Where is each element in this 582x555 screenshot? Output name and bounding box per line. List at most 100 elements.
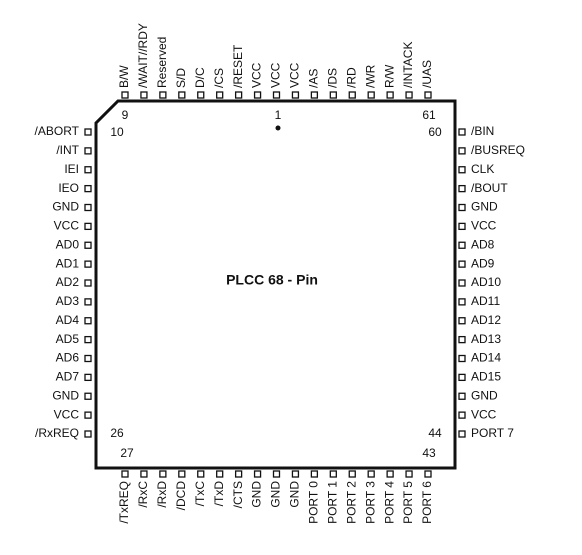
pin bbox=[272, 91, 281, 99]
pin-label: VCC bbox=[54, 407, 80, 421]
pin-label: Reserved bbox=[155, 37, 169, 88]
pin-label: AD7 bbox=[56, 370, 80, 384]
pin-label: /BOUT bbox=[471, 181, 508, 195]
pin-label: D/C bbox=[193, 67, 207, 88]
pin bbox=[367, 470, 375, 478]
pin bbox=[458, 430, 466, 438]
pin-label: /CTS bbox=[231, 481, 245, 508]
pin bbox=[348, 91, 356, 99]
pin bbox=[253, 91, 262, 99]
pin-label: IEI bbox=[64, 162, 79, 176]
pin-label: /TxC bbox=[193, 481, 207, 507]
pin-label: /DS bbox=[325, 68, 339, 88]
pin bbox=[216, 91, 224, 99]
pin-label: AD12 bbox=[471, 313, 501, 327]
pin-number: 1 bbox=[275, 108, 282, 122]
pin1-dot bbox=[275, 125, 281, 131]
pin bbox=[121, 470, 129, 478]
pin bbox=[458, 317, 466, 325]
pin-label: /RxC bbox=[136, 481, 150, 508]
pin-label: GND bbox=[471, 388, 498, 402]
pin-label: VCC bbox=[471, 407, 497, 421]
pin bbox=[84, 430, 92, 438]
pin-label: /BIN bbox=[471, 124, 494, 138]
pin-label: /INT bbox=[56, 143, 79, 157]
pin bbox=[458, 241, 466, 249]
pin bbox=[84, 411, 92, 419]
pin-label: /RxREQ bbox=[35, 426, 79, 440]
pin bbox=[458, 147, 466, 155]
pin bbox=[458, 411, 466, 419]
pin bbox=[386, 91, 394, 99]
pin bbox=[234, 91, 243, 99]
pin bbox=[458, 298, 466, 306]
package-label: PLCC 68 - Pin bbox=[226, 272, 318, 288]
pin bbox=[367, 91, 375, 99]
pin-label: GND bbox=[471, 200, 498, 214]
pin-label: /INTACK bbox=[401, 42, 415, 88]
pin-label: AD10 bbox=[471, 275, 501, 289]
pin-label: AD6 bbox=[56, 351, 80, 365]
pin-label: CLK bbox=[471, 162, 494, 176]
pin bbox=[140, 470, 148, 478]
pin-label: AD8 bbox=[471, 237, 495, 251]
pin-label: GND bbox=[269, 481, 283, 508]
pin-label: AD1 bbox=[56, 256, 80, 270]
pin bbox=[424, 91, 432, 99]
pin bbox=[253, 470, 262, 478]
pin-label: GND bbox=[52, 200, 79, 214]
pin bbox=[84, 241, 92, 249]
pin-label: /ABORT bbox=[35, 124, 80, 138]
pin bbox=[234, 470, 243, 478]
chip-body bbox=[94, 99, 457, 470]
pin bbox=[348, 470, 356, 478]
pin-label: /TxD bbox=[212, 481, 226, 507]
pin-label: AD0 bbox=[56, 237, 80, 251]
pin-label: PORT 7 bbox=[471, 426, 514, 440]
pin-label: S/D bbox=[174, 68, 188, 88]
pin bbox=[310, 91, 319, 99]
pin-number: 60 bbox=[428, 125, 442, 139]
pin bbox=[458, 335, 466, 344]
pin-label: IEO bbox=[58, 181, 79, 195]
pin bbox=[84, 166, 92, 174]
pin bbox=[84, 392, 92, 400]
pin bbox=[405, 91, 413, 99]
pin bbox=[84, 335, 92, 344]
pin-label: /DCD bbox=[174, 481, 188, 511]
pin bbox=[197, 470, 205, 478]
pin bbox=[140, 91, 148, 99]
pin-label: AD15 bbox=[471, 370, 501, 384]
pin bbox=[405, 470, 413, 478]
pin bbox=[159, 470, 167, 478]
pin bbox=[458, 128, 466, 136]
pin-label: /UAS bbox=[420, 60, 434, 88]
pin bbox=[458, 373, 466, 382]
pin-label: PORT 2 bbox=[344, 481, 358, 524]
pin-number: 9 bbox=[122, 108, 129, 122]
pin bbox=[84, 147, 92, 155]
pin bbox=[84, 317, 92, 325]
pin bbox=[159, 91, 167, 99]
pin-label: PORT 3 bbox=[363, 481, 377, 524]
pin bbox=[178, 91, 186, 99]
pin bbox=[291, 470, 300, 478]
pin bbox=[84, 298, 92, 306]
pin bbox=[84, 184, 92, 193]
pin bbox=[84, 279, 92, 287]
pin bbox=[84, 260, 92, 268]
pin-number: 61 bbox=[422, 108, 436, 122]
pin-number: 27 bbox=[120, 446, 134, 460]
pin bbox=[458, 222, 466, 231]
pin-label: AD2 bbox=[56, 275, 80, 289]
pin-label: VCC bbox=[269, 62, 283, 88]
pin-label: VCC bbox=[54, 219, 80, 233]
pin-label: GND bbox=[52, 388, 79, 402]
pin bbox=[458, 279, 466, 287]
pin-label: VCC bbox=[288, 62, 302, 88]
pin-number: 10 bbox=[110, 125, 124, 139]
pin-number: 44 bbox=[428, 426, 442, 440]
pin-label: R/W bbox=[382, 64, 396, 88]
